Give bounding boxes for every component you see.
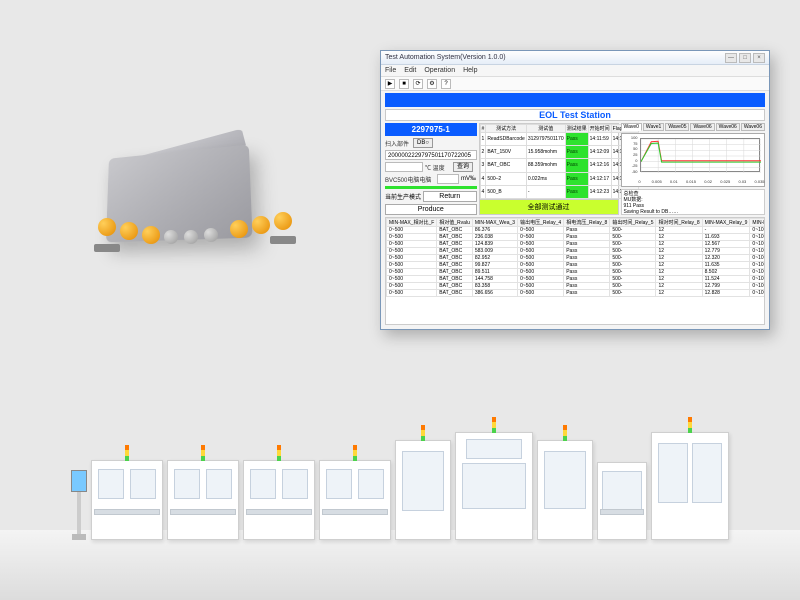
wave-tab[interactable]: Wave1 bbox=[643, 123, 664, 131]
step-row[interactable]: 2BAT_150V15.958mohmPass14:12:0914:12:14 bbox=[480, 146, 639, 159]
close-button[interactable]: × bbox=[753, 53, 765, 63]
menu-file[interactable]: File bbox=[385, 67, 396, 74]
produce-button[interactable]: Produce bbox=[385, 204, 477, 215]
wave-tab[interactable]: Wave0 bbox=[621, 123, 642, 131]
device-illustration bbox=[60, 130, 290, 280]
tool-icon[interactable]: ■ bbox=[399, 79, 409, 89]
step-table: #测试方法测试值测试结果开始时间Flag标记时 1ReadSDBarcode31… bbox=[480, 124, 640, 199]
temp-input[interactable] bbox=[385, 162, 423, 172]
grid-row[interactable]: 0~500BAT_OBC386.6560~500Pass500-1212.828… bbox=[387, 290, 766, 297]
return-button[interactable]: Return bbox=[423, 191, 477, 202]
bvc-unit: mV‰ bbox=[461, 176, 476, 182]
floor bbox=[0, 530, 800, 600]
scan-label: 扫入部件 bbox=[385, 139, 411, 148]
menu-operation[interactable]: Operation bbox=[424, 67, 455, 74]
step-table-panel: #测试方法测试值测试结果开始时间Flag标记时 1ReadSDBarcode31… bbox=[479, 123, 619, 215]
grid-row[interactable]: 0~500BAT_OBC86.3760~500Pass500-12-0~100.… bbox=[387, 227, 766, 234]
grid-header: 输出时间_Relay_5 bbox=[610, 219, 656, 227]
maximize-button[interactable]: □ bbox=[739, 53, 751, 63]
grid-header: 相对时间_Relay_8 bbox=[656, 219, 702, 227]
wave-tab[interactable]: Wave06 bbox=[716, 123, 740, 131]
step-header: 测试结果 bbox=[565, 125, 588, 133]
msg-line: Saving Result to DB…… bbox=[624, 209, 762, 215]
toolbar: ▶ ■ ⟳ ⚙ ? bbox=[381, 77, 769, 91]
inspection-station bbox=[537, 440, 593, 540]
results-grid[interactable]: MIN-MAX_相对比_F相对值_RvaluMIN-MAX_Wea_3输出电压_… bbox=[385, 217, 765, 325]
minimize-button[interactable]: — bbox=[725, 53, 737, 63]
grid-header: MIN-MAX_Relay_9 bbox=[702, 219, 750, 227]
step-header: 测试值 bbox=[526, 125, 565, 133]
all-pass-banner: 全部测试通过 bbox=[480, 199, 618, 214]
grid-row[interactable]: 0~500BAT_OBC236.0380~500Pass500-1211.693… bbox=[387, 234, 766, 241]
window-title: Test Automation System(Version 1.0.0) bbox=[385, 54, 506, 61]
operator-kiosk bbox=[71, 470, 87, 540]
assembly-cell bbox=[455, 432, 533, 540]
grid-header: MIN-MAX_07_P bbox=[750, 219, 765, 227]
grid-row[interactable]: 0~500BAT_OBC124.8390~500Pass500-1212.567… bbox=[387, 241, 766, 248]
grid-row[interactable]: 0~500BAT_OBC144.7580~500Pass500-1211.524… bbox=[387, 276, 766, 283]
progress-banner bbox=[385, 93, 765, 107]
temp-label: ℃ 温度 bbox=[425, 163, 451, 172]
test-station bbox=[319, 460, 391, 540]
grid-header: MIN-MAX_Wea_3 bbox=[472, 219, 517, 227]
waveform-panel: Wave0Wave1Wave05Wave06Wave06Wave06 -50-2… bbox=[621, 123, 765, 215]
grid-row[interactable]: 0~500BAT_OBC89.5110~500Pass500-128.5020~… bbox=[387, 269, 766, 276]
station-title: EOL Test Station bbox=[385, 109, 765, 121]
wave-tabs: Wave0Wave1Wave05Wave06Wave06Wave06 bbox=[621, 123, 765, 131]
test-station bbox=[167, 460, 239, 540]
product-id: 2297975-1 bbox=[385, 123, 477, 136]
query-button[interactable]: 查询 bbox=[453, 162, 473, 172]
enclosure-station bbox=[395, 440, 451, 540]
grid-header: 输出电压_Relay_4 bbox=[518, 219, 564, 227]
menu-edit[interactable]: Edit bbox=[404, 67, 416, 74]
step-row[interactable]: 4500_B-Pass14:12:2314:12:26 bbox=[480, 185, 639, 198]
test-station bbox=[243, 460, 315, 540]
wave-tab[interactable]: Wave06 bbox=[741, 123, 765, 131]
test-station bbox=[91, 460, 163, 540]
status-light bbox=[385, 186, 477, 189]
left-panel: 2297975-1 扫入部件 DB○ 200000222979750117072… bbox=[385, 123, 477, 215]
step-row[interactable]: 3BAT_OBC88.359mohmPass14:12:1614:12:17 bbox=[480, 159, 639, 172]
grid-row[interactable]: 0~500BAT_OBC583.0090~500Pass500-1212.779… bbox=[387, 248, 766, 255]
grid-header: 相电流压_Relay_8 bbox=[564, 219, 610, 227]
bvc-input[interactable] bbox=[437, 174, 459, 184]
grid-row[interactable]: 0~500BAT_OBC99.8270~500Pass500-1211.6350… bbox=[387, 262, 766, 269]
production-line bbox=[0, 400, 800, 540]
wave-chart: -50-25025507510000.0050.010.0150.020.025… bbox=[621, 133, 765, 187]
grid-row[interactable]: 0~500BAT_OBC83.3580~500Pass500-1212.7990… bbox=[387, 283, 766, 290]
message-box: 总检查 MU数据: 911 Pass Saving Result to DB…… bbox=[621, 189, 765, 215]
step-row[interactable]: 4500–20.022msPass14:12:1714:12:23 bbox=[480, 172, 639, 185]
wave-tab[interactable]: Wave05 bbox=[665, 123, 689, 131]
grid-header: 相对值_Rvalu bbox=[437, 219, 473, 227]
step-header: 测试方法 bbox=[486, 125, 527, 133]
titlebar: Test Automation System(Version 1.0.0) — … bbox=[381, 51, 769, 65]
wave-tab[interactable]: Wave06 bbox=[690, 123, 714, 131]
step-row[interactable]: 1ReadSDBarcode3129797501170Pass14:11:591… bbox=[480, 133, 639, 146]
grid-row[interactable]: 0~500BAT_OBC82.9520~500Pass500-1212.3200… bbox=[387, 255, 766, 262]
buffer-station bbox=[597, 462, 647, 540]
grid-header: MIN-MAX_相对比_F bbox=[387, 219, 437, 227]
menu-help[interactable]: Help bbox=[463, 67, 477, 74]
step-header: 开始时间 bbox=[588, 125, 611, 133]
mode-label: 当前生产模式 bbox=[385, 192, 421, 201]
barcode-input[interactable]: 2000002229797501170722005 bbox=[385, 150, 477, 160]
packaging-cell bbox=[651, 432, 729, 540]
tool-icon[interactable]: ? bbox=[441, 79, 451, 89]
bvc-label: BVC500电脑电脑 bbox=[385, 175, 435, 184]
db-button[interactable]: DB○ bbox=[413, 138, 433, 148]
tool-icon[interactable]: ⟳ bbox=[413, 79, 423, 89]
menubar: File Edit Operation Help bbox=[381, 65, 769, 77]
tool-icon[interactable]: ⚙ bbox=[427, 79, 437, 89]
app-window: Test Automation System(Version 1.0.0) — … bbox=[380, 50, 770, 330]
tool-icon[interactable]: ▶ bbox=[385, 79, 395, 89]
